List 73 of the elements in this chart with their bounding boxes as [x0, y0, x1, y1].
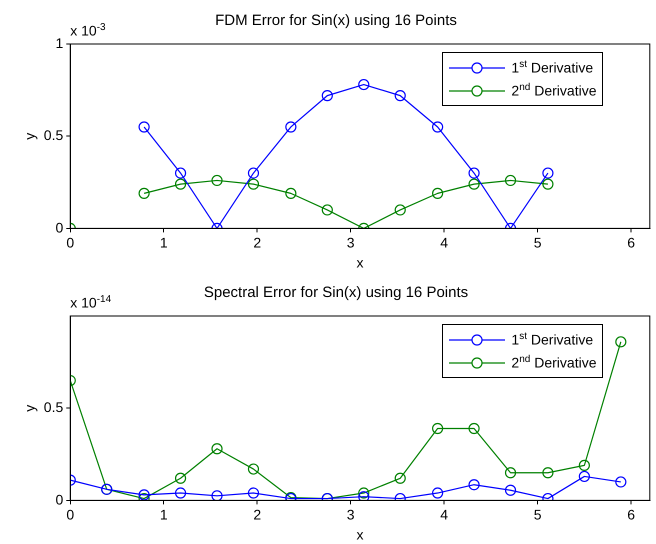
point — [138, 188, 150, 199]
x-tick-label: 4 — [440, 234, 448, 251]
chart-title: FDM Error for Sin(x) using 16 Points — [215, 12, 457, 30]
chart-title: Spectral Error for Sin(x) using 16 Points — [204, 284, 468, 302]
point — [615, 476, 626, 488]
point — [174, 178, 186, 190]
point — [615, 336, 626, 348]
legend-label: 1$^{st}$ Derivative — [511, 331, 594, 348]
point — [138, 489, 150, 500]
x-tick-label: 6 — [627, 506, 636, 523]
point — [248, 487, 260, 499]
point — [174, 487, 186, 499]
legend-label: 2$^{nd}$ Derivative — [511, 354, 596, 371]
y-tick-label: 0 — [55, 219, 64, 236]
x-tick-label: 0 — [66, 506, 74, 523]
point — [578, 460, 590, 471]
text: x 10$^{-3}$ — [70, 22, 106, 39]
point — [432, 121, 444, 133]
point — [211, 443, 223, 454]
x-axis-title: x — [356, 526, 364, 542]
point — [504, 467, 516, 478]
point — [285, 188, 296, 199]
point — [394, 204, 406, 216]
x-tick-label: 3 — [346, 506, 355, 523]
point — [322, 204, 333, 216]
point — [394, 90, 406, 102]
point — [174, 472, 186, 484]
y-tick-label: 0 — [55, 491, 64, 508]
x-tick-label: 0 — [66, 234, 74, 251]
x-tick-label: 5 — [534, 234, 542, 251]
y-axis-title: y — [21, 404, 38, 412]
point — [542, 467, 554, 478]
x-tick-label: 1 — [160, 234, 168, 251]
point — [432, 422, 444, 434]
point — [542, 167, 554, 179]
point — [468, 479, 480, 490]
x-tick-label: 5 — [534, 506, 542, 523]
y-tick-label: 0.5 — [44, 399, 64, 416]
point — [211, 490, 223, 500]
y-axis-title: y — [21, 132, 38, 140]
legend-label: 2$^{nd}$ Derivative — [511, 82, 596, 99]
x-tick-label: 2 — [253, 506, 262, 523]
y-tick-label: 0.5 — [44, 127, 64, 144]
point — [358, 491, 370, 500]
point — [504, 174, 516, 186]
x-tick-label: 2 — [253, 234, 262, 251]
point — [504, 484, 516, 496]
y-tick-label: 1 — [55, 34, 64, 51]
point — [285, 121, 296, 133]
point — [468, 178, 480, 190]
x-axis-title: x — [356, 254, 364, 270]
point — [174, 167, 186, 179]
point — [211, 174, 223, 186]
point — [432, 188, 444, 199]
point — [248, 178, 260, 190]
x-tick-label: 3 — [346, 234, 355, 251]
text: x 10$^{-14}$ — [70, 294, 112, 311]
point — [468, 422, 480, 434]
point — [358, 487, 370, 499]
legend-label: 1$^{st}$ Derivative — [511, 59, 594, 76]
point — [248, 167, 260, 179]
x-tick-label: 6 — [627, 234, 636, 251]
point — [394, 472, 406, 484]
point — [248, 463, 260, 475]
point — [322, 90, 333, 102]
x-tick-label: 1 — [160, 506, 168, 523]
x-tick-label: 4 — [440, 506, 448, 523]
point — [542, 178, 554, 190]
point — [468, 167, 480, 179]
point — [578, 470, 590, 482]
point — [138, 121, 150, 133]
point — [432, 487, 444, 499]
point — [358, 78, 370, 90]
